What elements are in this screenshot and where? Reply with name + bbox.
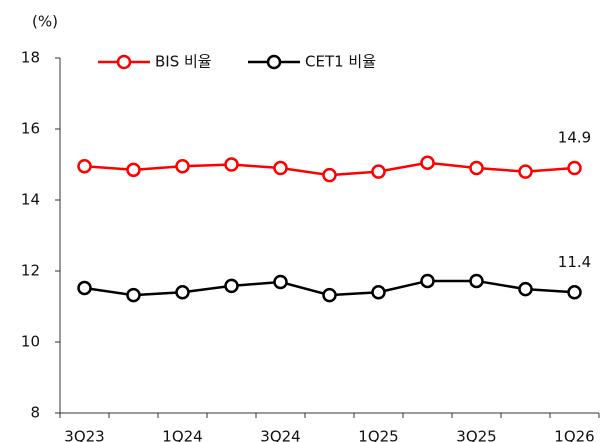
point [175, 285, 190, 300]
x-tick-label: 3Q25 [456, 428, 496, 442]
point [77, 159, 92, 174]
legend-marker [266, 54, 282, 70]
legend-marker [116, 54, 132, 70]
x-tick-label: 3Q24 [260, 428, 300, 442]
point [224, 157, 239, 172]
point [371, 285, 386, 300]
y-tick-label: 10 [21, 333, 40, 351]
x-tick-label: 1Q24 [162, 428, 202, 442]
point [469, 160, 484, 176]
point [371, 164, 386, 179]
point [273, 274, 288, 290]
y-tick-label: 16 [21, 120, 40, 138]
point [567, 285, 582, 300]
point [273, 160, 288, 176]
value-label: 14.9 [558, 129, 591, 147]
legend-label: CET1 비율 [305, 53, 376, 71]
point [126, 162, 141, 178]
y-tick-label: 18 [21, 49, 40, 67]
point [518, 164, 533, 179]
x-tick-label: 1Q26 [554, 428, 594, 442]
point [420, 155, 435, 170]
y-tick-label: 12 [21, 262, 40, 280]
point [77, 280, 92, 296]
value-label: 11.4 [558, 253, 591, 271]
point [126, 287, 141, 303]
y-tick-label: 14 [21, 191, 40, 209]
legend-label: BIS 비율 [155, 53, 212, 71]
point [175, 159, 190, 174]
point [224, 278, 239, 294]
point [322, 167, 337, 183]
point [420, 273, 435, 289]
point [567, 160, 582, 176]
x-tick-label: 3Q23 [64, 428, 104, 442]
point [322, 287, 337, 303]
x-tick-label: 1Q25 [358, 428, 398, 442]
point [518, 281, 533, 297]
point [469, 273, 484, 289]
y-tick-label: 8 [30, 404, 40, 422]
y-axis-label: (%) [32, 13, 58, 31]
